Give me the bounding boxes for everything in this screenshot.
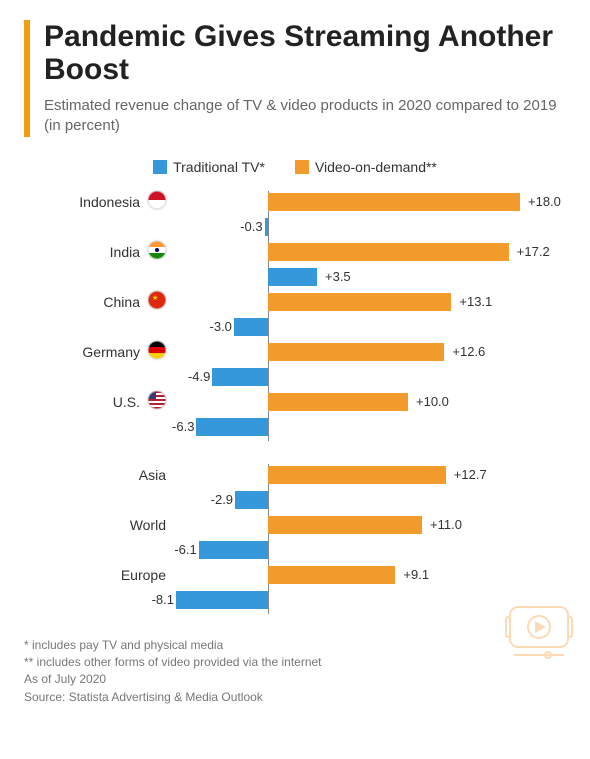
bar-traditional: [268, 268, 317, 286]
bar-traditional: [234, 318, 268, 336]
legend-traditional: Traditional TV*: [153, 159, 265, 175]
flag-icon: [148, 341, 166, 362]
legend-swatch-traditional: [153, 160, 167, 174]
chart-row: -2.9: [24, 489, 566, 511]
bar-traditional-value: -3.0: [198, 318, 232, 336]
chart-title: Pandemic Gives Streaming Another Boost: [44, 20, 566, 86]
bar-vod: [268, 393, 408, 411]
bar-vod-value: +17.2: [513, 243, 550, 261]
chart-row: +3.5: [24, 266, 566, 288]
bar-vod-value: +13.1: [455, 293, 492, 311]
bar-traditional-value: -6.1: [163, 541, 197, 559]
row-label: Germany: [82, 344, 140, 360]
chart-row: -6.1: [24, 539, 566, 561]
svg-text:★: ★: [152, 294, 158, 302]
bar-traditional: [196, 418, 268, 436]
bar-traditional: [265, 218, 268, 236]
chart-row: World +11.0: [24, 514, 566, 536]
legend-vod: Video-on-demand**: [295, 159, 437, 175]
footnotes: * includes pay TV and physical media ** …: [24, 637, 566, 707]
bar-vod-value: +12.6: [448, 343, 485, 361]
bar-vod: [268, 466, 446, 484]
bar-traditional: [235, 491, 268, 509]
legend-swatch-vod: [295, 160, 309, 174]
flag-icon: ★: [148, 291, 166, 312]
bar-traditional-value: -8.1: [140, 591, 174, 609]
flag-icon: [148, 241, 166, 262]
video-player-icon: [504, 603, 574, 664]
bar-vod-value: +9.1: [399, 566, 429, 584]
footnote-3: As of July 2020: [24, 671, 566, 688]
chart-row: -6.3: [24, 416, 566, 438]
row-label: U.S.: [113, 394, 140, 410]
bar-traditional-value: -0.3: [229, 218, 263, 236]
chart-row: -0.3: [24, 216, 566, 238]
legend-label-vod: Video-on-demand**: [315, 159, 437, 175]
chart-row: Europe +9.1: [24, 564, 566, 586]
chart-row: -8.1: [24, 589, 566, 611]
row-label: Indonesia: [79, 194, 140, 210]
bar-traditional-value: -4.9: [176, 368, 210, 386]
bar-traditional-value: -2.9: [199, 491, 233, 509]
footnote-1: * includes pay TV and physical media: [24, 637, 566, 654]
bar-traditional-value: -6.3: [160, 418, 194, 436]
chart-group: Indonesia +18.0 -0.3 India +17.2 +3.5: [24, 191, 566, 438]
footnote-2: ** includes other forms of video provide…: [24, 654, 566, 671]
footnote-4: Source: Statista Advertising & Media Out…: [24, 689, 566, 706]
flag-icon: [148, 191, 166, 212]
legend-label-traditional: Traditional TV*: [173, 159, 265, 175]
chart-row: -4.9: [24, 366, 566, 388]
bar-vod: [268, 516, 422, 534]
legend: Traditional TV* Video-on-demand**: [24, 159, 566, 175]
bar-vod: [268, 193, 520, 211]
bar-traditional: [199, 541, 268, 559]
chart-row: India +17.2: [24, 241, 566, 263]
chart-row: -3.0: [24, 316, 566, 338]
row-label: India: [110, 244, 140, 260]
chart-row: Asia +12.7: [24, 464, 566, 486]
bar-traditional: [212, 368, 268, 386]
bar-traditional: [176, 591, 268, 609]
row-label: China: [103, 294, 140, 310]
row-label: Europe: [121, 567, 166, 583]
chart-group: Asia +12.7 -2.9 World +11.0 -6.1: [24, 464, 566, 611]
bar-vod: [268, 293, 451, 311]
flag-icon: [148, 391, 166, 412]
bar-vod-value: +18.0: [524, 193, 561, 211]
bar-vod-value: +12.7: [450, 466, 487, 484]
bar-traditional-value: +3.5: [321, 268, 351, 286]
chart-subtitle: Estimated revenue change of TV & video p…: [44, 96, 566, 137]
bar-vod: [268, 566, 395, 584]
bar-vod-value: +10.0: [412, 393, 449, 411]
bar-vod: [268, 243, 509, 261]
chart-row: Germany +12.6: [24, 341, 566, 363]
chart-row: Indonesia +18.0: [24, 191, 566, 213]
row-label: World: [130, 517, 166, 533]
row-label: Asia: [139, 467, 166, 483]
chart-row: China ★ +13.1: [24, 291, 566, 313]
bar-chart: Indonesia +18.0 -0.3 India +17.2 +3.5: [24, 191, 566, 611]
bar-vod-value: +11.0: [426, 516, 462, 534]
chart-row: U.S. +10.0: [24, 391, 566, 413]
bar-vod: [268, 343, 444, 361]
